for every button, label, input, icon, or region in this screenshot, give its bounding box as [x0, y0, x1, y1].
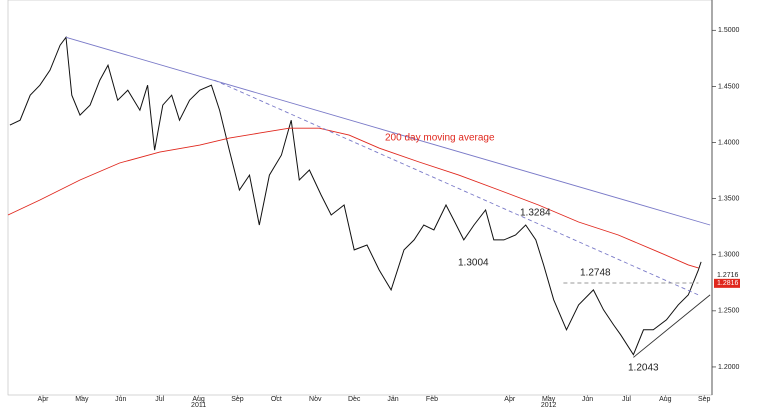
x-tick-label: Dec — [348, 396, 361, 403]
x-tick-label: Sep — [698, 396, 711, 403]
y-tick-label: 1.5000 — [718, 27, 740, 34]
y-tick-label: 1.2000 — [718, 364, 740, 371]
series-line — [7, 127, 699, 269]
x-tick-label: Apr — [504, 396, 516, 403]
x-tick-label: Jun — [582, 396, 593, 403]
annotation: 1.2043 — [628, 363, 659, 374]
plot-frame — [7, 0, 713, 396]
x-tick-label: Oct — [271, 396, 282, 403]
year-label: 2012 — [541, 402, 557, 409]
y-tick-label: 1.4000 — [718, 139, 740, 146]
y-tick-label: 1.3500 — [718, 195, 740, 202]
series-line — [65, 36, 711, 226]
y-tick-label: 1.2500 — [718, 308, 740, 315]
price-label: 1.2716 — [717, 272, 739, 279]
x-tick-label: Nov — [309, 396, 322, 403]
x-tick-label: Jun — [115, 396, 126, 403]
x-tick-label: Jan — [387, 396, 398, 403]
x-tick-label: Aug — [659, 396, 672, 403]
x-tick-label: May — [75, 396, 89, 403]
annotation: 1.3004 — [458, 258, 489, 269]
year-label: 2011 — [191, 402, 206, 409]
price-label: 1.2816 — [717, 280, 739, 287]
price-label-box — [714, 278, 740, 288]
x-tick-label: Sep — [231, 396, 244, 403]
series-line — [9, 35, 702, 356]
x-tick-label: Feb — [426, 396, 438, 403]
x-tick-label: Jul — [622, 396, 631, 403]
annotation: 1.2748 — [580, 268, 611, 279]
y-tick-label: 1.3000 — [718, 252, 740, 259]
x-tick-label: Aug — [192, 396, 205, 403]
y-tick-label: 1.4500 — [718, 83, 740, 90]
series-line — [214, 79, 699, 296]
annotation: 200 day moving average — [385, 133, 495, 144]
annotation: 1.3284 — [520, 208, 551, 219]
x-tick-label: May — [542, 396, 556, 403]
x-tick-label: Jul — [155, 396, 164, 403]
series-line — [633, 294, 711, 358]
x-tick-label: Apr — [38, 396, 50, 403]
